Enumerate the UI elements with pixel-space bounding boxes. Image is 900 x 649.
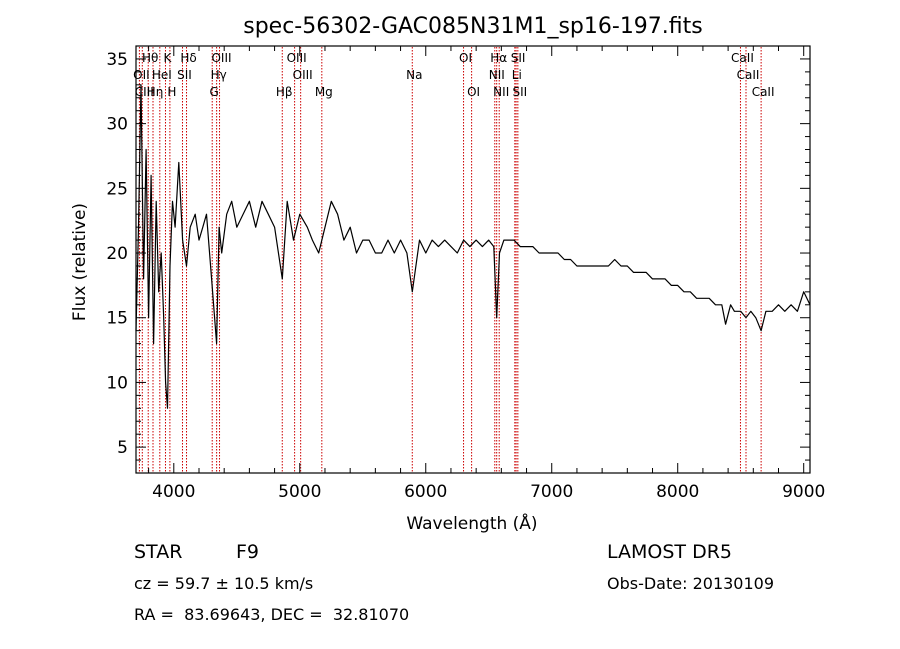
line-label-15: NII [489,68,505,82]
y-tick-label-10: 10 [106,373,128,393]
x-tick-label-4000: 4000 [152,482,195,502]
line-label-5: OI [459,51,472,65]
line-label-21: G [210,85,219,99]
line-label-22: Hβ [276,85,293,99]
line-label-27: CaII [752,85,775,99]
y-tick-label-35: 35 [106,50,128,70]
x-tick-label-6000: 6000 [404,482,447,502]
redshift-velocity: cz = 59.7 ± 10.5 km/s [134,574,313,593]
line-label-4: OIII [287,51,307,65]
y-axis: 5 10 15 20 25 30 35 [106,50,810,461]
line-label-24: OI [467,85,480,99]
line-label-13: OIII [293,68,313,82]
line-label-1: K [164,51,173,65]
line-label-25: NII [493,85,509,99]
x-tick-label-7000: 7000 [530,482,573,502]
line-label-14: Na [406,68,422,82]
line-label-11: SII [177,68,192,82]
line-label-26: SII [512,85,527,99]
spectrum-line [135,84,811,409]
y-tick-label-15: 15 [106,309,128,329]
line-label-20: H [167,85,176,99]
line-label-10: HeI [152,68,172,82]
chart-title: spec-56302-GAC085N31M1_sp16-197.fits [243,14,703,39]
x-tick-label-9000: 9000 [782,482,825,502]
spectrum-series [135,84,811,409]
plot-frame [135,45,811,474]
sky-coordinates: RA = 83.69643, DEC = 32.81070 [134,605,409,624]
line-label-19: Hη [147,85,164,99]
line-label-6: Hα [490,51,507,65]
line-label-23: Mg [315,85,333,99]
line-label-16: Li [512,68,522,82]
x-tick-label-5000: 5000 [278,482,321,502]
y-tick-label-25: 25 [106,179,128,199]
line-label-2: Hδ [180,51,196,65]
object-class: STAR [134,541,182,563]
line-label-3: OIII [211,51,231,65]
x-axis-label: Wavelength (Å) [406,512,537,534]
spectral-subclass: F9 [236,541,259,563]
line-label-7: SII [511,51,526,65]
y-tick-label-30: 30 [106,115,128,135]
survey-name: LAMOST DR5 [607,541,732,563]
y-axis-label: Flux (relative) [70,203,90,321]
y-tick-label-5: 5 [117,438,128,458]
line-label-0: Hθ [142,51,158,65]
line-label-18: CIII [135,85,154,99]
emission-line-markers [138,47,762,473]
y-tick-label-20: 20 [106,244,128,264]
line-label-8: CaII [731,51,754,65]
observation-date: Obs-Date: 20130109 [607,574,774,593]
line-label-12: Hγ [211,68,227,82]
x-axis: 4000 5000 6000 7000 8000 9000 [148,46,825,502]
line-label-17: CaII [737,68,760,82]
x-tick-label-8000: 8000 [656,482,699,502]
